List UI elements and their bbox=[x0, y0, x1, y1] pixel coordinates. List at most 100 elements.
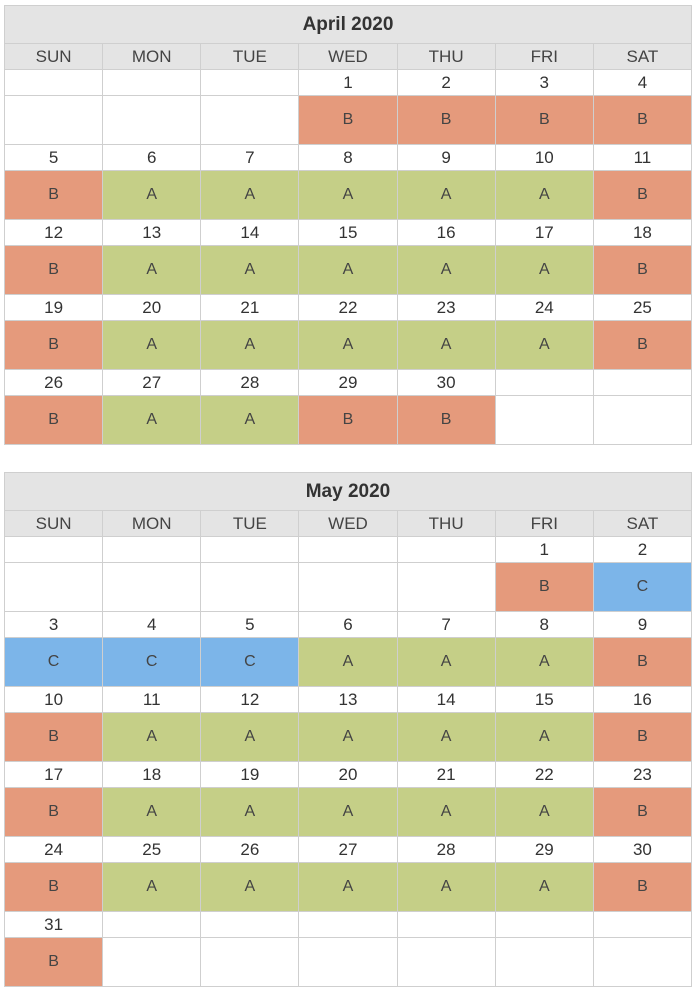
date-number: 16 bbox=[592, 686, 693, 713]
date-number: 17 bbox=[494, 219, 594, 246]
day-code-cell: A bbox=[102, 862, 202, 912]
date-number: 3 bbox=[3, 611, 104, 638]
date-number-row: 12 13 14 15 16 17 18 bbox=[3, 219, 693, 246]
day-code-cell: B bbox=[298, 95, 398, 145]
weekday-header-wed: WED bbox=[298, 43, 398, 70]
day-code-cell: A bbox=[200, 245, 300, 295]
empty-date-cell bbox=[592, 369, 693, 396]
empty-date-cell bbox=[3, 536, 104, 563]
day-code-cell: A bbox=[494, 637, 594, 687]
day-code-cell: B bbox=[592, 787, 693, 837]
day-code-cell: C bbox=[3, 637, 104, 687]
date-number: 24 bbox=[494, 294, 594, 321]
day-code-cell: C bbox=[102, 637, 202, 687]
weekday-header-fri: FRI bbox=[494, 43, 594, 70]
month-title: May 2020 bbox=[4, 472, 692, 511]
date-number: 20 bbox=[102, 294, 202, 321]
empty-code-cell bbox=[3, 562, 104, 612]
date-number: 14 bbox=[396, 686, 496, 713]
date-number: 13 bbox=[102, 219, 202, 246]
date-number: 21 bbox=[200, 294, 300, 321]
empty-code-cell bbox=[396, 937, 496, 987]
day-code-cell: B bbox=[592, 862, 693, 912]
date-number: 19 bbox=[200, 761, 300, 788]
empty-date-cell bbox=[494, 911, 594, 938]
empty-date-cell bbox=[298, 911, 398, 938]
day-code-cell: A bbox=[396, 787, 496, 837]
date-number: 29 bbox=[494, 836, 594, 863]
weekday-header-thu: THU bbox=[396, 510, 496, 537]
empty-date-cell bbox=[102, 536, 202, 563]
empty-code-cell bbox=[200, 562, 300, 612]
date-number: 30 bbox=[396, 369, 496, 396]
day-code-cell: A bbox=[298, 787, 398, 837]
empty-code-cell bbox=[3, 95, 104, 145]
day-code-cell: A bbox=[200, 320, 300, 370]
day-code-cell: A bbox=[298, 170, 398, 220]
empty-date-cell bbox=[592, 911, 693, 938]
date-number: 10 bbox=[494, 144, 594, 171]
weekday-header-mon: MON bbox=[102, 43, 202, 70]
empty-code-cell bbox=[494, 937, 594, 987]
date-number: 7 bbox=[200, 144, 300, 171]
date-number: 21 bbox=[396, 761, 496, 788]
weekday-header-row: SUN MON TUE WED THU FRI SAT bbox=[3, 510, 693, 537]
date-number: 9 bbox=[592, 611, 693, 638]
date-number: 12 bbox=[200, 686, 300, 713]
day-code-cell: A bbox=[494, 320, 594, 370]
date-number-row: 24 25 26 27 28 29 30 bbox=[3, 836, 693, 863]
day-code-cell: A bbox=[396, 170, 496, 220]
empty-code-cell bbox=[592, 937, 693, 987]
empty-date-cell bbox=[102, 911, 202, 938]
date-number: 23 bbox=[592, 761, 693, 788]
date-number: 8 bbox=[298, 144, 398, 171]
empty-code-cell bbox=[494, 395, 594, 445]
date-number: 13 bbox=[298, 686, 398, 713]
day-code-cell: A bbox=[298, 862, 398, 912]
month-calendar: April 2020 SUN MON TUE WED THU FRI SAT 1 2 3 4 B B B B 5… bbox=[3, 5, 693, 445]
empty-code-cell bbox=[102, 95, 202, 145]
empty-date-cell bbox=[200, 911, 300, 938]
month-title-row: May 2020 bbox=[4, 472, 692, 511]
date-number: 6 bbox=[298, 611, 398, 638]
month-calendar: May 2020 SUN MON TUE WED THU FRI SAT 1 2 B C 3 4 5 6 7 8 9… bbox=[3, 472, 693, 987]
empty-code-cell bbox=[298, 562, 398, 612]
date-number: 1 bbox=[298, 69, 398, 96]
day-code-cell: A bbox=[102, 245, 202, 295]
weekday-header-mon: MON bbox=[102, 510, 202, 537]
day-code-cell: A bbox=[494, 712, 594, 762]
date-number: 16 bbox=[396, 219, 496, 246]
date-number: 18 bbox=[102, 761, 202, 788]
weekday-header-tue: TUE bbox=[200, 510, 300, 537]
date-number: 22 bbox=[494, 761, 594, 788]
day-code-cell: A bbox=[200, 787, 300, 837]
date-number: 11 bbox=[592, 144, 693, 171]
weekday-header-tue: TUE bbox=[200, 43, 300, 70]
day-code-cell: A bbox=[102, 712, 202, 762]
day-code-row: B bbox=[3, 937, 693, 987]
empty-date-cell bbox=[396, 536, 496, 563]
date-number: 18 bbox=[592, 219, 693, 246]
date-number-row: 31 bbox=[3, 911, 693, 938]
empty-code-cell bbox=[102, 937, 202, 987]
date-number: 20 bbox=[298, 761, 398, 788]
day-code-cell: B bbox=[3, 170, 104, 220]
date-number: 25 bbox=[102, 836, 202, 863]
day-code-cell: A bbox=[298, 245, 398, 295]
month-title-row: April 2020 bbox=[4, 5, 692, 44]
empty-date-cell bbox=[396, 911, 496, 938]
date-number-row: 17 18 19 20 21 22 23 bbox=[3, 761, 693, 788]
day-code-cell: B bbox=[3, 937, 104, 987]
day-code-cell: A bbox=[396, 862, 496, 912]
date-number: 6 bbox=[102, 144, 202, 171]
date-number: 9 bbox=[396, 144, 496, 171]
day-code-cell: B bbox=[3, 245, 104, 295]
